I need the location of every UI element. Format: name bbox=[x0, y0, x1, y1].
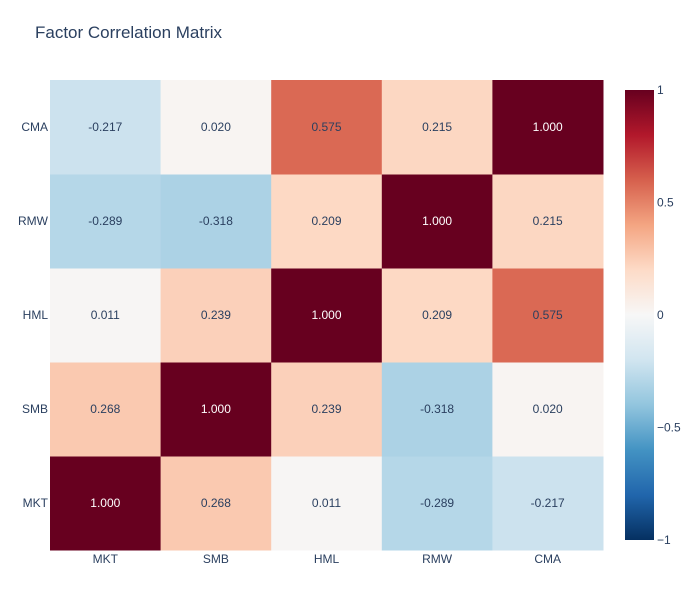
heatmap-cell bbox=[492, 174, 604, 269]
heatmap-cell bbox=[492, 456, 604, 551]
heatmap-cell bbox=[50, 456, 162, 551]
heatmap-cell bbox=[381, 80, 493, 175]
cell-value-label: 0.020 bbox=[201, 120, 231, 134]
heatmap-cell bbox=[271, 174, 383, 269]
colorbar-tick-label: −0.5 bbox=[657, 421, 681, 435]
cell-value-label: 0.239 bbox=[201, 308, 231, 322]
cell-value-label: -0.289 bbox=[88, 214, 122, 228]
colorbar-tick-label: 1 bbox=[657, 83, 664, 97]
y-tick-label: SMB bbox=[22, 402, 48, 416]
cell-value-label: -0.318 bbox=[199, 214, 233, 228]
chart-title: Factor Correlation Matrix bbox=[35, 23, 223, 42]
heatmap-cell bbox=[50, 362, 162, 457]
cell-value-label: -0.289 bbox=[420, 496, 454, 510]
heatmap-cell bbox=[160, 174, 272, 269]
x-tick-label: SMB bbox=[203, 552, 229, 566]
x-axis-ticks: MKT SMB HML RMW CMA bbox=[93, 552, 561, 566]
y-axis-ticks: MKT SMB HML RMW CMA bbox=[18, 120, 49, 510]
heatmap-cell bbox=[492, 268, 604, 363]
heatmap-cell bbox=[381, 174, 493, 269]
x-tick-label: MKT bbox=[93, 552, 119, 566]
heatmap-cell bbox=[160, 362, 272, 457]
heatmap-cell bbox=[381, 456, 493, 551]
cell-value-label: 0.209 bbox=[311, 214, 341, 228]
y-tick-label: MKT bbox=[23, 496, 49, 510]
heatmap-cell bbox=[271, 80, 383, 175]
x-tick-label: CMA bbox=[534, 552, 561, 566]
cell-value-label: 0.268 bbox=[90, 402, 120, 416]
x-tick-label: RMW bbox=[422, 552, 453, 566]
colorbar-tick-label: 0 bbox=[657, 308, 664, 322]
heatmap-cell bbox=[492, 362, 604, 457]
cell-value-label: 1.000 bbox=[201, 402, 231, 416]
heatmap-cell bbox=[271, 456, 383, 551]
cell-value-label: 1.000 bbox=[90, 496, 120, 510]
cell-value-label: -0.217 bbox=[88, 120, 122, 134]
heatmap-cell bbox=[381, 362, 493, 457]
y-tick-label: RMW bbox=[18, 214, 49, 228]
cell-value-label: 0.268 bbox=[201, 496, 231, 510]
heatmap-cell bbox=[50, 174, 162, 269]
y-tick-label: HML bbox=[23, 308, 49, 322]
colorbar-tick-label: 0.5 bbox=[657, 196, 674, 210]
heatmap-cell bbox=[271, 268, 383, 363]
heatmap-cell bbox=[50, 268, 162, 363]
cell-value-label: 0.575 bbox=[533, 308, 563, 322]
colorbar: 1 0.5 0 −0.5 −1 bbox=[625, 83, 681, 547]
cell-value-label: 0.209 bbox=[422, 308, 452, 322]
cell-value-label: 0.215 bbox=[533, 214, 563, 228]
heatmap-cells: 1.000 0.268 0.011 -0.289 -0.217 0.268 1.000 0.2… bbox=[50, 80, 604, 551]
cell-value-label: 0.011 bbox=[312, 496, 341, 510]
cell-value-label: 0.011 bbox=[91, 308, 120, 322]
colorbar-tick-label: −1 bbox=[657, 533, 671, 547]
heatmap-cell bbox=[160, 456, 272, 551]
cell-value-label: 1.000 bbox=[311, 308, 341, 322]
heatmap-cell bbox=[492, 80, 604, 175]
heatmap-cell bbox=[50, 80, 162, 175]
colorbar-gradient bbox=[625, 90, 654, 540]
cell-value-label: -0.318 bbox=[420, 402, 454, 416]
heatmap-cell bbox=[381, 268, 493, 363]
x-tick-label: HML bbox=[314, 552, 340, 566]
cell-value-label: 0.575 bbox=[311, 120, 341, 134]
cell-value-label: 0.239 bbox=[311, 402, 341, 416]
y-tick-label: CMA bbox=[21, 120, 48, 134]
cell-value-label: 0.020 bbox=[533, 402, 563, 416]
cell-value-label: 1.000 bbox=[533, 120, 563, 134]
heatmap-cell bbox=[271, 362, 383, 457]
heatmap-cell bbox=[160, 268, 272, 363]
heatmap-cell bbox=[160, 80, 272, 175]
cell-value-label: 1.000 bbox=[422, 214, 452, 228]
cell-value-label: 0.215 bbox=[422, 120, 452, 134]
cell-value-label: -0.217 bbox=[531, 496, 565, 510]
